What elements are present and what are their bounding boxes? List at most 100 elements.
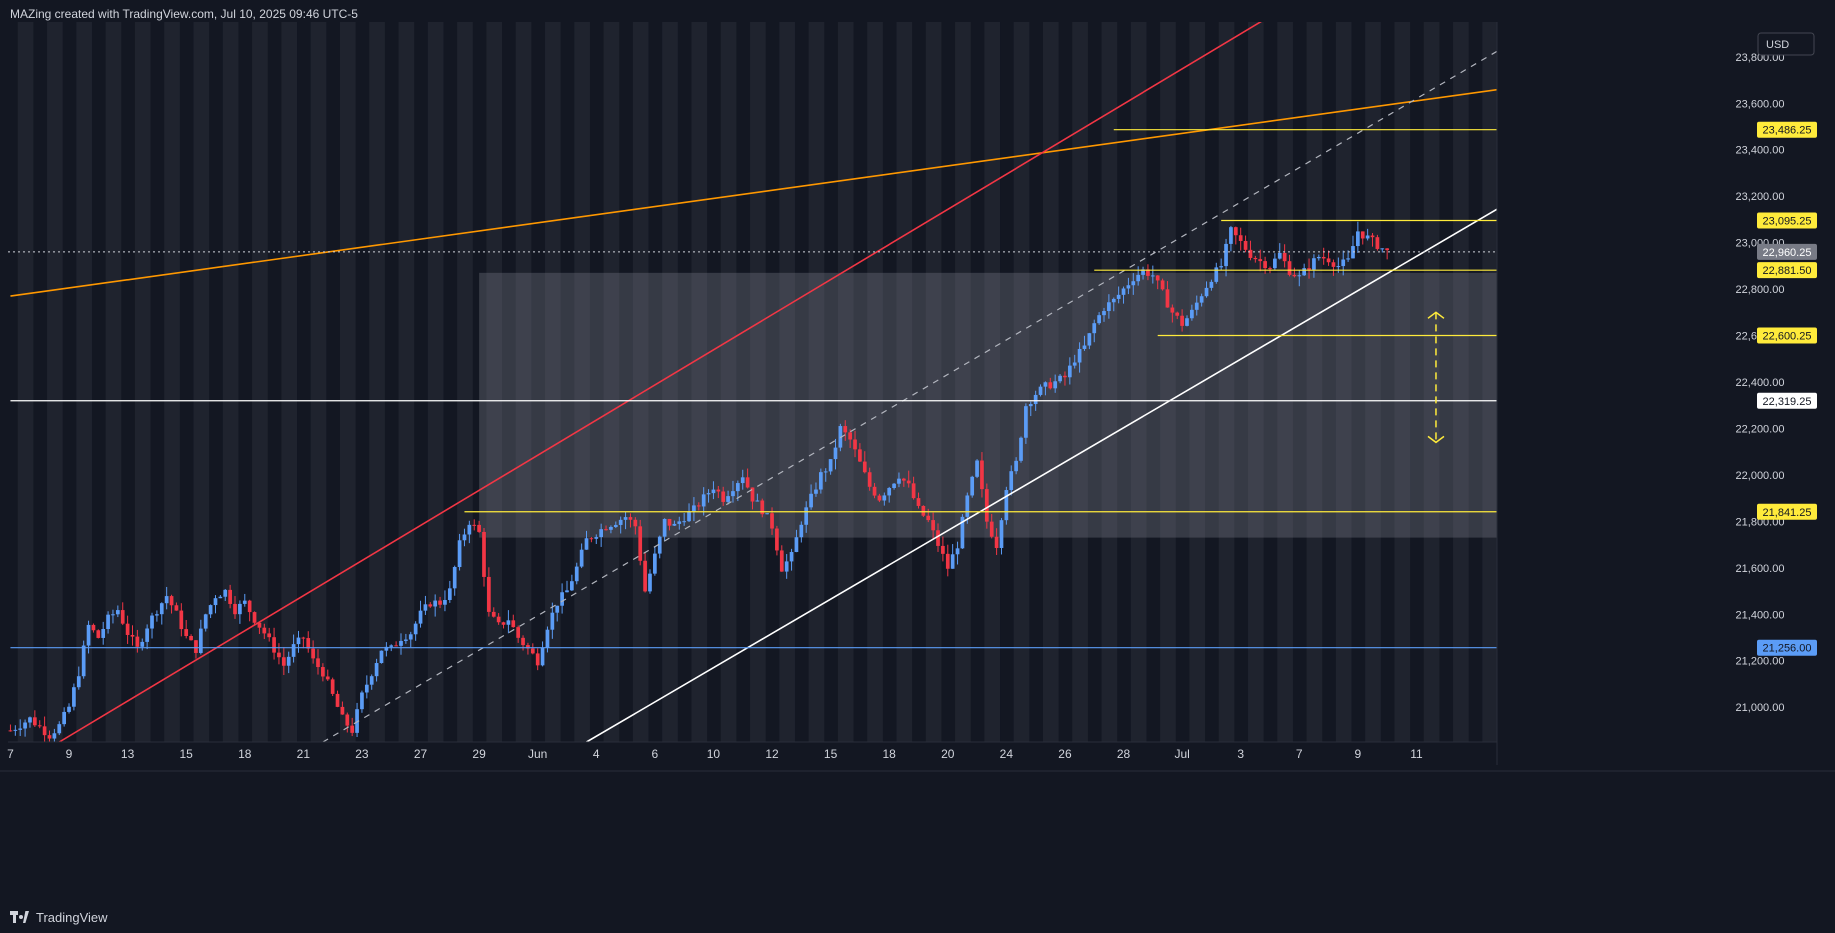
candle xyxy=(511,614,516,628)
candle-body xyxy=(1297,275,1302,277)
candle xyxy=(711,481,716,500)
candle-body xyxy=(72,687,76,707)
price-label: 22,319.25 xyxy=(1757,392,1817,409)
candle xyxy=(277,643,281,665)
projection-head-up xyxy=(1427,311,1445,319)
candle-body xyxy=(809,493,813,508)
candle-body xyxy=(604,529,608,531)
candle-body xyxy=(545,629,550,648)
candle xyxy=(145,624,149,650)
candle-body xyxy=(1058,375,1062,382)
candle xyxy=(726,490,730,505)
candle-body xyxy=(1141,269,1145,275)
candle xyxy=(23,719,27,737)
session-stripe xyxy=(427,22,444,742)
candle-body xyxy=(1019,437,1023,461)
candle-body xyxy=(584,538,589,550)
candle xyxy=(1024,403,1028,444)
candle xyxy=(18,719,23,737)
candle-body xyxy=(994,536,999,548)
candle xyxy=(1141,266,1145,280)
candle-body xyxy=(233,603,237,615)
candle-body xyxy=(145,628,149,642)
candle xyxy=(980,452,984,498)
candle-body xyxy=(1126,285,1131,289)
candle-body xyxy=(560,592,564,606)
candle xyxy=(945,544,950,577)
candle-body xyxy=(1341,259,1346,267)
candle xyxy=(408,631,413,648)
candle xyxy=(745,468,750,489)
projection-arrow xyxy=(1427,311,1445,444)
candle-body xyxy=(696,505,701,507)
candle xyxy=(731,480,735,503)
candle-body xyxy=(980,460,984,490)
candle xyxy=(1175,311,1180,320)
candle-body xyxy=(721,491,726,502)
candle-body xyxy=(1336,266,1341,268)
candle-body xyxy=(81,645,86,677)
candle-body xyxy=(316,658,320,668)
candle-body xyxy=(330,679,335,694)
candle xyxy=(1185,315,1189,327)
candle xyxy=(672,520,677,526)
candle-body xyxy=(1170,307,1175,313)
candle xyxy=(233,596,237,619)
candle xyxy=(1356,221,1360,253)
candle xyxy=(443,590,447,612)
candle xyxy=(555,605,560,622)
candle xyxy=(784,554,789,579)
trendline xyxy=(58,22,1262,742)
candle-body xyxy=(784,561,789,572)
candle xyxy=(613,521,618,529)
candle-body xyxy=(911,483,916,499)
candle xyxy=(1360,231,1365,245)
candle xyxy=(750,487,755,510)
candle xyxy=(941,536,945,562)
candle xyxy=(340,701,345,715)
price-label-text: 22,600.25 xyxy=(1763,330,1812,342)
candle xyxy=(179,603,184,637)
candle-body xyxy=(106,614,110,630)
candle xyxy=(174,602,179,611)
candle xyxy=(833,438,838,470)
candle-body xyxy=(931,520,935,531)
candle xyxy=(677,516,682,530)
candle-body xyxy=(853,439,857,450)
candle-body xyxy=(648,573,652,592)
candle-body xyxy=(408,634,413,640)
candle xyxy=(1160,278,1165,291)
candle-body xyxy=(1307,268,1311,270)
session-stripe xyxy=(1248,22,1264,742)
candle xyxy=(799,521,804,543)
candle-body xyxy=(37,725,42,727)
candle xyxy=(311,640,315,664)
trendline xyxy=(10,88,1497,297)
candle-body xyxy=(262,627,267,634)
price-label: 22,960.25 xyxy=(1757,243,1817,260)
candle-body xyxy=(653,553,657,574)
candle xyxy=(1111,297,1116,312)
candle-body xyxy=(735,483,740,492)
candle xyxy=(740,469,745,490)
candle-body xyxy=(438,600,442,605)
session-stripe xyxy=(486,22,503,742)
candle xyxy=(906,470,911,488)
candle xyxy=(1351,235,1355,259)
candle-body xyxy=(1165,289,1170,308)
price-label: 23,486.25 xyxy=(1757,121,1817,138)
candle xyxy=(115,605,120,618)
candle-body xyxy=(47,735,52,739)
candle-body xyxy=(682,521,687,523)
time-tick-label: 23 xyxy=(355,747,369,761)
candle xyxy=(150,612,154,639)
time-tick-label: 9 xyxy=(66,747,73,761)
candle xyxy=(984,483,989,529)
candle-body xyxy=(23,722,27,729)
candle xyxy=(184,619,189,639)
price-label: 21,256.00 xyxy=(1757,639,1817,656)
candle-body xyxy=(667,518,672,526)
session-stripe xyxy=(1218,22,1235,742)
candle-body xyxy=(1063,375,1067,378)
